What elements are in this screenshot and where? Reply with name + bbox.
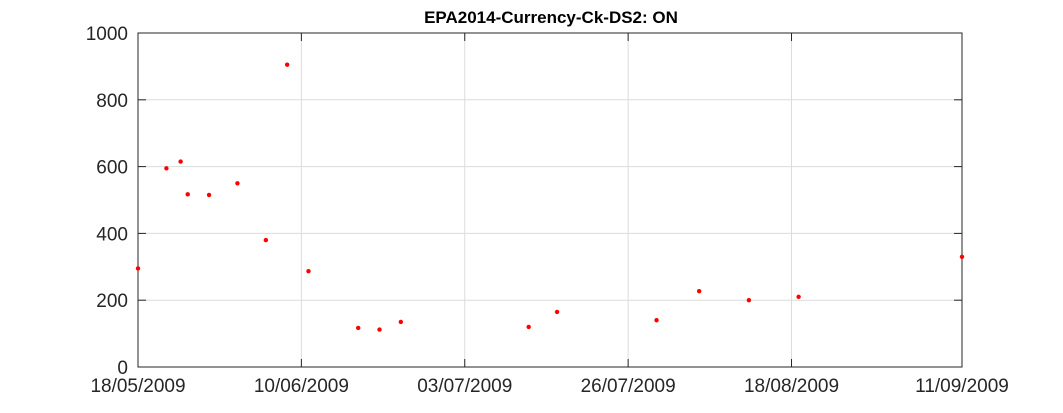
- axis-ticks: [137, 32, 963, 368]
- data-point: [959, 254, 965, 259]
- data-point: [377, 327, 382, 332]
- x-tick-label: 10/06/2009: [254, 376, 349, 397]
- plot-area-frame: [137, 32, 963, 368]
- y-tick-label: 400: [96, 224, 128, 245]
- data-point: [356, 325, 361, 331]
- axis-tick-labels: 0 200 400 600 800 1000 18/05/2009 10/06/2009 03/…: [86, 24, 1009, 397]
- x-tick-label: 03/07/2009: [417, 376, 512, 397]
- data-point: [284, 62, 290, 67]
- data-point: [398, 319, 404, 325]
- data-point: [206, 192, 212, 198]
- chart-title: EPA2014-Currency-Ck-DS2: ON: [424, 8, 678, 27]
- y-tick-label: 600: [96, 158, 128, 179]
- y-tick-label: 1000: [86, 24, 128, 45]
- data-point: [306, 268, 311, 274]
- data-point: [185, 192, 190, 197]
- x-tick-label: 11/09/2009: [915, 376, 1009, 397]
- data-point: [178, 159, 183, 164]
- data-point: [554, 309, 560, 315]
- y-tick-label: 0: [117, 358, 128, 379]
- data-point: [263, 237, 269, 243]
- x-tick-label: 26/07/2009: [581, 376, 676, 397]
- x-tick-label: 18/08/2009: [744, 376, 839, 397]
- y-tick-label: 200: [96, 291, 128, 312]
- data-point: [746, 298, 752, 303]
- data-point: [164, 166, 169, 171]
- data-point: [135, 266, 141, 271]
- data-point: [526, 324, 531, 330]
- data-point: [796, 294, 801, 300]
- x-tick-label: 18/05/2009: [90, 376, 185, 397]
- data-points: [135, 62, 965, 332]
- data-point: [235, 181, 240, 186]
- y-tick-label: 800: [96, 91, 128, 112]
- data-point: [696, 288, 702, 294]
- data-point: [654, 318, 659, 323]
- grid-lines: [138, 33, 962, 367]
